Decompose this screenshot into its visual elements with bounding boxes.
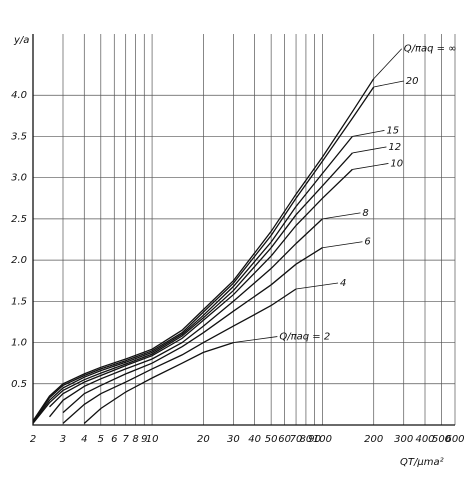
x-tick-label: 30 — [227, 434, 240, 445]
curve — [32, 152, 353, 424]
curve — [62, 247, 323, 414]
x-tick-label: 60 — [278, 434, 291, 445]
y-tick-label: 3.0 — [11, 173, 27, 184]
leader-line — [322, 212, 361, 220]
legend-label: Q/πaq = ∞ — [404, 44, 457, 55]
legend-label: 15 — [386, 125, 399, 136]
x-tick-label: 9 — [141, 434, 147, 445]
x-tick-label: 7 — [122, 434, 129, 445]
x-tick-label: 600 — [445, 434, 464, 445]
leader-line — [352, 146, 387, 154]
x-tick-label: 10 — [146, 434, 159, 445]
curve — [48, 218, 323, 418]
legend-label: 10 — [390, 158, 403, 169]
x-tick-label: 8 — [132, 434, 138, 445]
leader-line — [352, 163, 389, 170]
x-tick-label: 3 — [60, 434, 66, 445]
legend-label: 6 — [364, 237, 370, 248]
y-tick-label: 0.5 — [11, 379, 27, 390]
y-axis-label: y/a — [13, 35, 29, 46]
x-tick-label: 500 — [432, 434, 451, 445]
leader-line — [373, 80, 404, 88]
x-tick-label: 100 — [313, 434, 332, 445]
leader-line — [373, 48, 403, 80]
x-tick-label: 40 — [248, 434, 261, 445]
legend-label: 20 — [406, 76, 419, 87]
curve — [49, 168, 353, 408]
curve — [83, 341, 234, 424]
y-tick-label: 2.5 — [11, 214, 27, 225]
y-tick-label: 2.0 — [11, 255, 27, 266]
x-tick-label: 20 — [197, 434, 210, 445]
legend-label: Q/πaq = 2 — [279, 332, 330, 343]
curve — [32, 78, 375, 422]
leader-line — [233, 336, 278, 343]
y-tick-label: 1.5 — [11, 296, 27, 307]
leader-line — [352, 130, 385, 137]
curve — [32, 86, 375, 423]
legend-label: 8 — [362, 208, 368, 219]
leader-line — [322, 241, 363, 249]
leader-line — [295, 282, 339, 290]
y-tick-label: 1.0 — [11, 338, 27, 349]
axes — [32, 34, 455, 426]
x-axis-label: QT/μma² — [400, 457, 444, 468]
x-tick-label: 2 — [30, 434, 36, 445]
x-tick-label: 70 — [290, 434, 303, 445]
curve — [62, 288, 297, 424]
y-tick-label: 4.0 — [11, 90, 27, 101]
x-tick-label: 4 — [81, 434, 87, 445]
curve — [32, 135, 353, 423]
y-tick-label: 3.5 — [11, 131, 27, 142]
x-tick-label: 80 — [300, 434, 313, 445]
x-tick-label: 6 — [111, 434, 117, 445]
x-tick-label: 50 — [265, 434, 278, 445]
x-tick-label: 200 — [364, 434, 383, 445]
legend-label: 12 — [388, 142, 401, 153]
x-tick-label: 400 — [415, 434, 434, 445]
x-tick-label: 5 — [98, 434, 104, 445]
legend-label: 4 — [340, 278, 346, 289]
x-tick-label: 90 — [308, 434, 321, 445]
x-tick-label: 300 — [394, 434, 413, 445]
